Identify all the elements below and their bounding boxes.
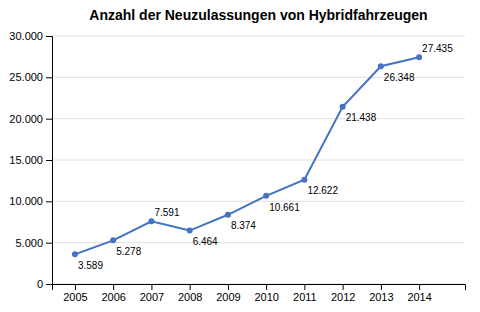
tick: 2008 [178,284,202,303]
tick-label: 2010 [254,291,278,303]
tick: 20.000 [9,113,52,125]
title: Anzahl der Neuzulassungen von Hybridfahr… [89,7,427,23]
tick: 2007 [140,284,164,303]
grid-line [52,118,465,119]
tick-label: 2008 [178,291,202,303]
data-label: 12.622 [307,185,338,196]
x-axis: 2005 2006 2007 2008 2009 2010 2011 2012 2013 2014 [53,284,466,303]
tick-mark [75,284,76,290]
tick-label: 5.000 [15,237,43,249]
point [110,237,116,243]
tick-label: 2009 [216,291,240,303]
tick: 0 [37,278,52,290]
tick: 2009 [216,284,240,303]
tick-label: 2013 [369,291,393,303]
grid-line [52,160,465,161]
tick-label: 2012 [331,291,355,303]
chart: 2005 2006 2007 2008 2009 2010 2011 2012 2013 2014… [0,0,480,312]
tick-label: 20.000 [9,113,43,125]
tick-label: 2006 [101,291,125,303]
tick-mark [343,284,344,290]
tick: 2014 [407,284,431,303]
tick-label: 2005 [63,291,87,303]
tick: 15.000 [9,154,52,166]
tick-mark [46,201,52,202]
tick-mark [304,284,305,290]
tick-label: 15.000 [9,154,43,166]
tick: 2005 [63,284,87,303]
point [340,104,346,110]
point [301,177,307,183]
y-axis: 0 5.000 10.000 15.000 20.000 25.000 30.000 [9,30,52,290]
marks [72,54,422,257]
grid-line [52,201,465,202]
tick: 30.000 [9,30,52,42]
tick: 2006 [101,284,125,303]
axis-line [46,37,53,285]
point [148,218,154,224]
data-label: 5.278 [116,246,141,257]
tick: 2011 [293,284,317,303]
tick-mark [190,284,191,290]
tick-mark [46,243,52,244]
tick-label: 25.000 [9,71,43,83]
data-labels: 3.589 5.278 7.591 6.464 8.374 10.661 12.622 21.… [78,43,453,271]
tick-mark [151,284,152,290]
tick-mark [46,36,52,37]
tick: 2013 [369,284,393,303]
data-label: 27.435 [422,43,453,54]
point [378,63,384,69]
tick-label: 2007 [140,291,164,303]
data-label: 6.464 [193,236,218,247]
plot: 2005 2006 2007 2008 2009 2010 2011 2012 2013 2014… [9,30,465,303]
data-label: 10.661 [269,202,300,213]
tick-label: 2014 [407,291,431,303]
tick-label: 2011 [293,291,317,303]
data-label: 21.438 [346,112,377,123]
data-label: 8.374 [231,220,256,231]
tick-mark [266,284,267,290]
point [72,251,78,257]
point [225,212,231,218]
tick-mark [46,160,52,161]
tick-mark [46,77,52,78]
data-label: 7.591 [154,207,179,218]
tick-mark [46,119,52,120]
line [75,57,419,254]
data-label: 26.348 [384,72,415,83]
tick-mark [46,284,52,285]
tick: 10.000 [9,195,52,207]
tick-label: 10.000 [9,195,43,207]
tick-mark [228,284,229,290]
grid [52,36,465,284]
tick-mark [419,284,420,290]
grid-line [52,36,465,37]
tick: 2012 [331,284,355,303]
tick-label: 0 [37,278,43,290]
point [187,228,193,234]
tick-label: 30.000 [9,30,43,42]
point [263,193,269,199]
tick-mark [113,284,114,290]
axis-line [53,285,466,291]
tick: 25.000 [9,71,52,83]
tick-mark [381,284,382,290]
data-label: 3.589 [78,260,103,271]
point [416,54,422,60]
tick: 5.000 [15,237,52,249]
tick: 2010 [254,284,278,303]
